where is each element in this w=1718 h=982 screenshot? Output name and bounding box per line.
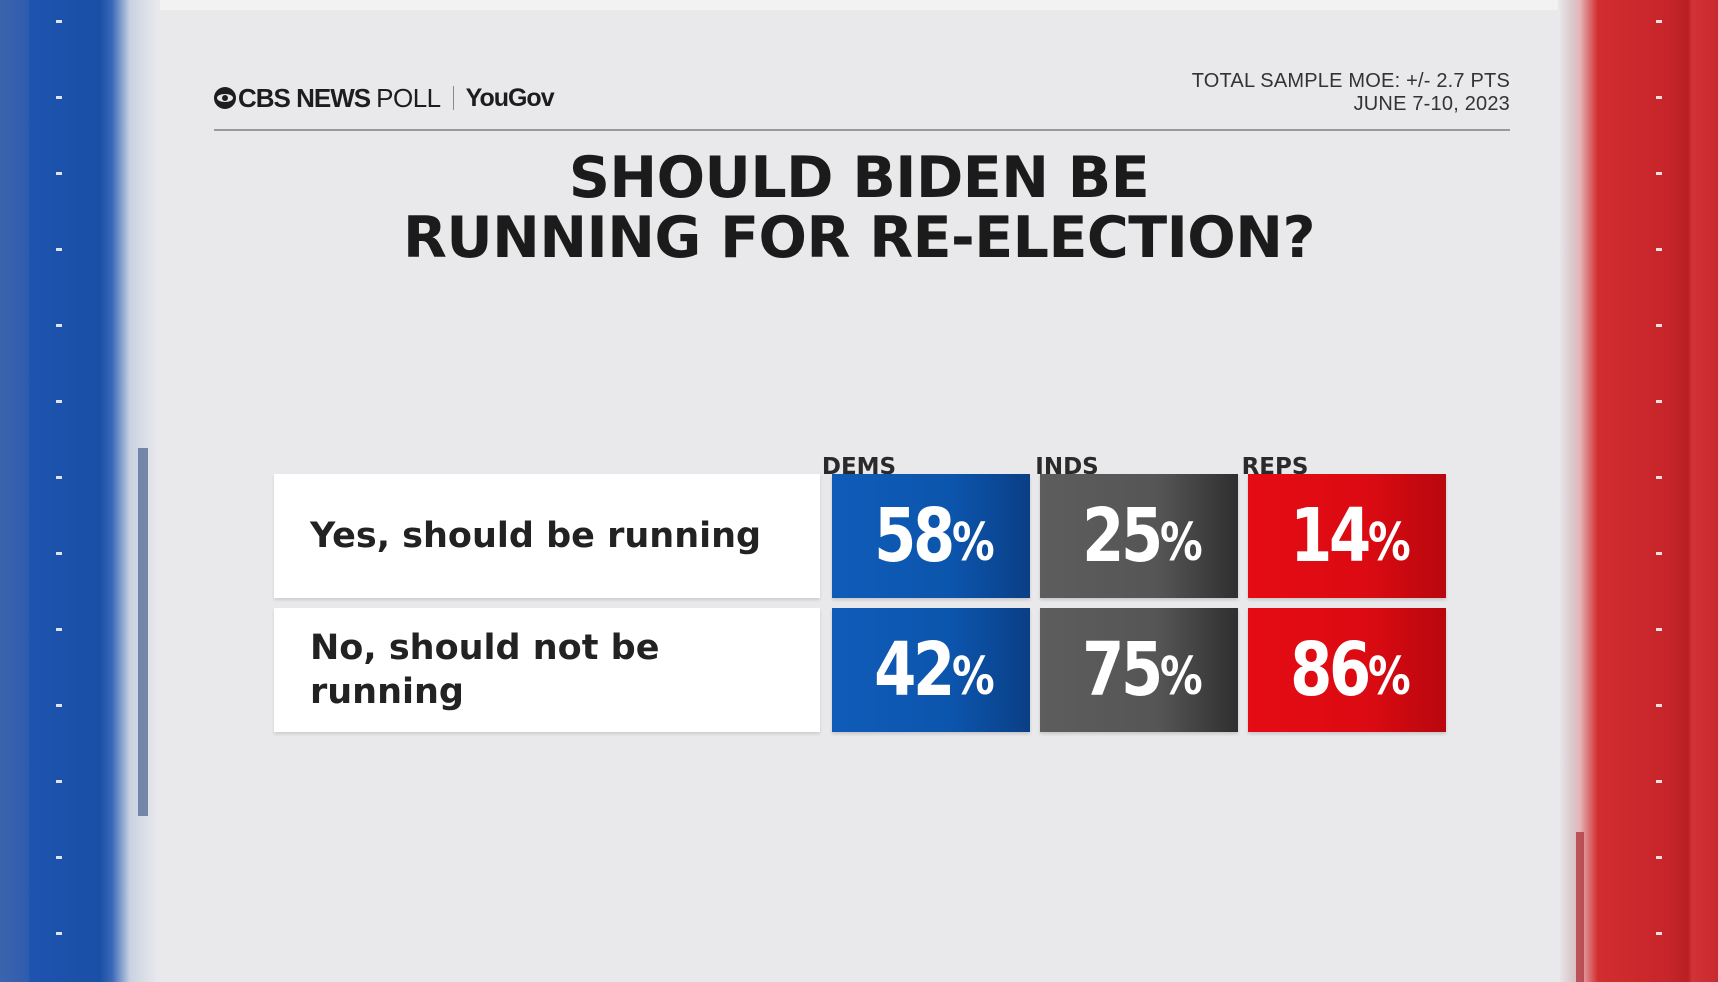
frame-tick: [1656, 20, 1662, 23]
brand-poll: POLL: [376, 82, 441, 113]
value-yes-dems: 58: [874, 493, 956, 579]
cbs-eye-icon: [214, 87, 236, 109]
frame-tick: [56, 628, 62, 631]
value-no-reps: 86: [1290, 627, 1372, 713]
frame-tick: [56, 552, 62, 555]
cell-no-reps: 86%: [1248, 608, 1446, 732]
right-red-frame: [1558, 0, 1718, 982]
cell-yes-reps: 14%: [1248, 474, 1446, 598]
left-frame-ticks: [56, 12, 62, 972]
value-no-dems: 42: [874, 627, 956, 713]
frame-tick: [56, 932, 62, 935]
frame-tick: [1656, 780, 1662, 783]
value-no-inds: 75: [1082, 627, 1164, 713]
chart-title-line-1: SHOULD BIDEN BE: [568, 145, 1150, 211]
brand-cbs-news: CBS NEWS: [238, 82, 371, 113]
unit-no-reps: %: [1368, 647, 1412, 707]
sample-info: TOTAL SAMPLE MOE: +/- 2.7 PTS JUNE 7-10,…: [1192, 70, 1510, 116]
frame-tick: [56, 780, 62, 783]
frame-tick: [1656, 704, 1662, 707]
frame-tick: [56, 248, 62, 251]
frame-tick: [1656, 476, 1662, 479]
frame-tick: [1656, 248, 1662, 251]
right-frame-ticks: [1656, 12, 1662, 972]
frame-tick: [56, 704, 62, 707]
frame-tick: [56, 324, 62, 327]
main-panel: CBS NEWS POLL YouGov TOTAL SAMPLE MOE: +…: [158, 10, 1560, 982]
frame-tick: [1656, 96, 1662, 99]
unit-yes-inds: %: [1160, 513, 1204, 573]
right-frame-slot: [1576, 832, 1584, 982]
unit-yes-reps: %: [1368, 513, 1412, 573]
cell-no-dems: 42%: [832, 608, 1030, 732]
frame-tick: [56, 172, 62, 175]
frame-tick: [1656, 552, 1662, 555]
frame-tick: [1656, 400, 1662, 403]
frame-tick: [56, 400, 62, 403]
unit-no-inds: %: [1160, 647, 1204, 707]
frame-tick: [56, 856, 62, 859]
frame-tick: [56, 476, 62, 479]
row-label-no-line-1: No, should not be: [310, 628, 660, 668]
frame-tick: [1656, 856, 1662, 859]
row-label-no-line-2: running: [310, 672, 464, 712]
cell-yes-inds: 25%: [1040, 474, 1238, 598]
value-yes-reps: 14: [1290, 493, 1372, 579]
row-label-yes: Yes, should be running: [274, 474, 820, 598]
moe-text: TOTAL SAMPLE MOE: +/- 2.7 PTS: [1191, 70, 1510, 92]
chart-title: SHOULD BIDEN BE RUNNING FOR RE-ELECTION?: [158, 148, 1560, 268]
cell-yes-dems: 58%: [832, 474, 1030, 598]
top-strip: [0, 0, 1718, 10]
chart-title-line-2: RUNNING FOR RE-ELECTION?: [402, 205, 1316, 271]
row-label-yes-text: Yes, should be running: [310, 516, 762, 556]
left-frame-slot: [138, 448, 148, 816]
frame-tick: [1656, 324, 1662, 327]
value-yes-inds: 25: [1082, 493, 1164, 579]
brand-logo: CBS NEWS POLL YouGov: [214, 78, 555, 118]
poll-dates: JUNE 7-10, 2023: [1353, 93, 1510, 115]
frame-tick: [1656, 932, 1662, 935]
brand-yougov: YouGov: [465, 83, 555, 112]
left-blue-frame: [0, 0, 160, 982]
cell-no-inds: 75%: [1040, 608, 1238, 732]
brand-separator: [452, 86, 454, 110]
row-label-no: No, should not be running: [274, 608, 820, 732]
frame-tick: [1656, 628, 1662, 631]
header-divider: [214, 129, 1510, 131]
frame-tick: [56, 20, 62, 23]
frame-tick: [56, 96, 62, 99]
unit-no-dems: %: [952, 647, 996, 707]
unit-yes-dems: %: [952, 513, 996, 573]
frame-tick: [1656, 172, 1662, 175]
